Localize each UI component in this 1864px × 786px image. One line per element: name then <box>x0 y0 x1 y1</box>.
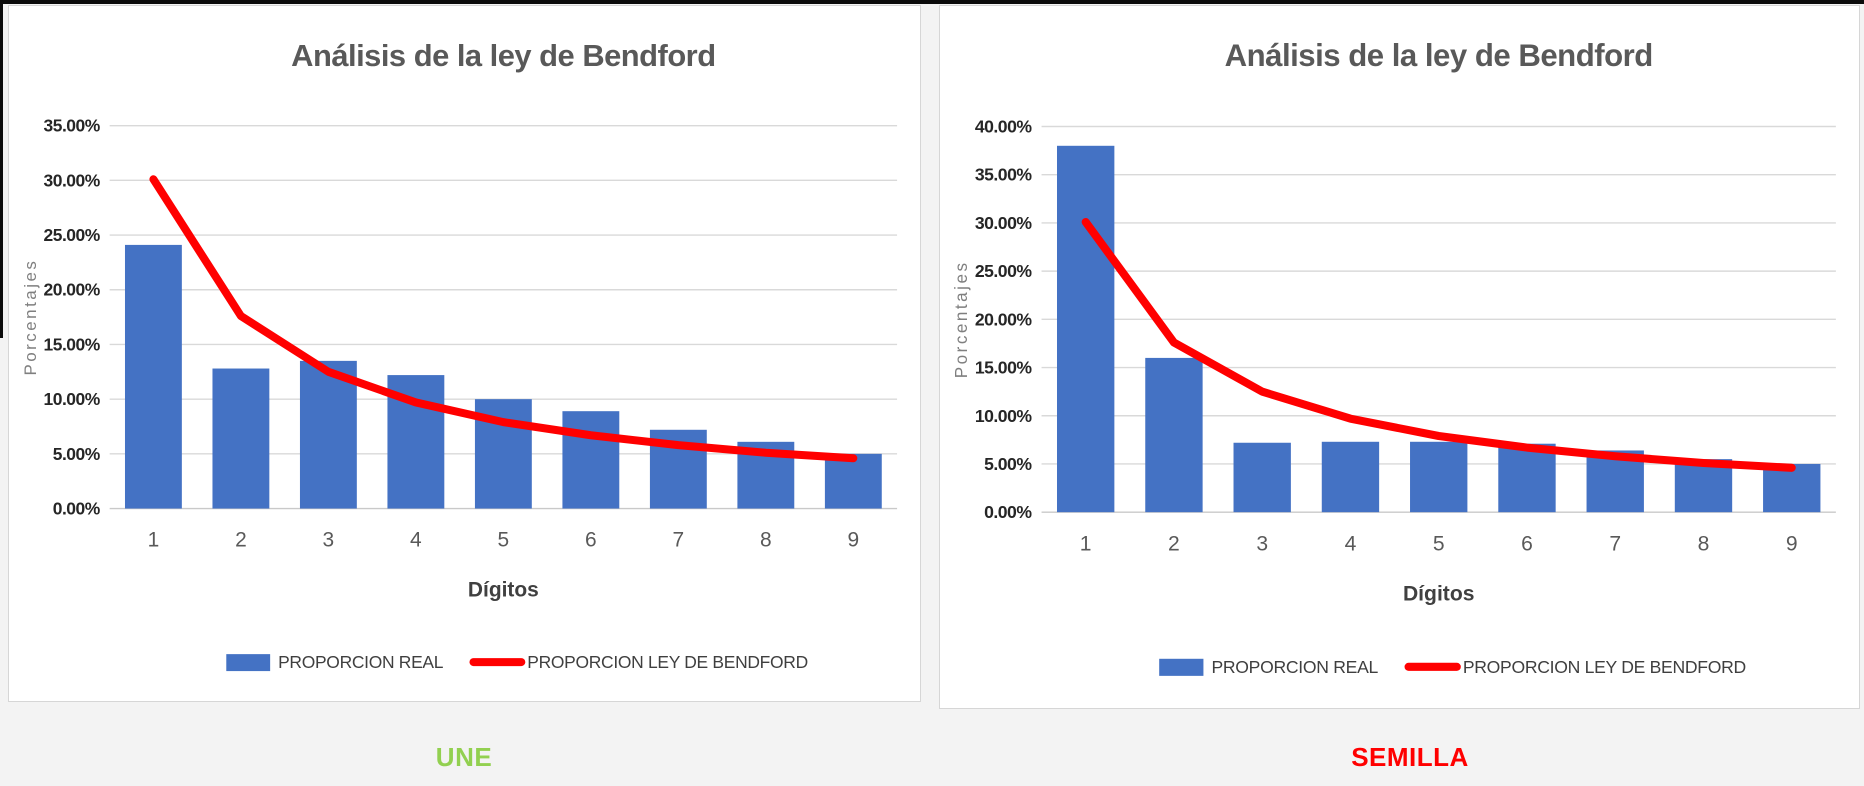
x-tick-label: 4 <box>1345 532 1357 555</box>
y-tick-label: 40.00% <box>975 117 1033 137</box>
x-tick-label: 2 <box>1168 532 1180 555</box>
caption-semilla: SEMILLA <box>1351 742 1469 772</box>
bar-digit-6 <box>562 411 620 509</box>
x-tick-label: 3 <box>1256 532 1268 555</box>
benford-line <box>149 175 858 463</box>
y-tick-label: 25.00% <box>44 225 101 245</box>
x-tick-label: 8 <box>760 528 772 551</box>
x-tick-label: 2 <box>235 528 247 551</box>
legend-swatch-real <box>1159 658 1204 676</box>
y-tick-label: 10.00% <box>975 406 1033 426</box>
y-tick-label: 5.00% <box>53 444 101 464</box>
benford-chart-semilla: Análisis de la ley de Bendford 0.00% 5.00%… <box>952 38 1836 677</box>
x-tick-label: 5 <box>498 528 510 551</box>
x-tick-label: 4 <box>410 528 422 551</box>
x-tick-label: 1 <box>148 528 160 551</box>
bar-digit-9 <box>824 453 882 509</box>
y-tick-label: 15.00% <box>975 358 1033 378</box>
y-tick-label: 30.00% <box>975 213 1033 233</box>
y-axis-title: Porcentajes <box>952 260 971 378</box>
x-tick-label: 5 <box>1433 532 1445 555</box>
y-axis-title: Porcentajes <box>21 259 40 376</box>
benford-chart-une: Análisis de la ley de Bendford 0.00% 5.00%… <box>21 38 898 672</box>
chart-title: Análisis de la ley de Bendford <box>291 38 715 73</box>
y-tick-label: 25.00% <box>975 261 1033 281</box>
x-tick-label: 7 <box>1609 532 1621 555</box>
bar-digit-6 <box>1498 443 1556 513</box>
y-tick-label: 0.00% <box>53 499 101 519</box>
bar-digit-3 <box>299 360 357 509</box>
y-tick-label: 20.00% <box>975 309 1033 329</box>
chart-panel-une: Análisis de la ley de Bendford 0.00% 5.00%… <box>8 5 921 702</box>
x-tick-label: 1 <box>1080 532 1092 555</box>
caption-une: UNE <box>435 742 493 772</box>
legend-label-real: PROPORCION REAL <box>278 652 444 672</box>
x-tick-label: 9 <box>1786 532 1798 555</box>
bar-digit-1 <box>1056 145 1115 513</box>
bar-digit-3 <box>1233 442 1291 513</box>
legend-label-benford: PROPORCION LEY DE BENDFORD <box>527 652 808 672</box>
window-top-edge <box>0 0 1864 4</box>
bar-digit-5 <box>1410 441 1468 513</box>
x-tick-label: 6 <box>585 528 597 551</box>
bar-digit-4 <box>1321 441 1380 513</box>
x-axis-title: Dígitos <box>1403 583 1475 606</box>
y-tick-label: 10.00% <box>44 389 101 409</box>
chart-title: Análisis de la ley de Bendford <box>1225 38 1653 73</box>
y-tick-label: 20.00% <box>44 280 101 300</box>
x-tick-label: 6 <box>1521 532 1533 555</box>
y-tick-label: 0.00% <box>984 502 1032 522</box>
x-tick-label: 3 <box>323 528 335 551</box>
bar-digit-1 <box>124 244 182 509</box>
legend-swatch-real <box>226 654 271 672</box>
x-axis-title: Dígitos <box>468 578 539 601</box>
bar-digit-2 <box>1145 357 1203 513</box>
chart-panel-semilla: Análisis de la ley de Bendford 0.00% 5.00%… <box>939 5 1860 709</box>
bar-digit-2 <box>212 368 270 509</box>
y-tick-label: 35.00% <box>44 116 101 136</box>
y-tick-label: 15.00% <box>44 334 101 354</box>
bar-digit-9 <box>1763 463 1821 513</box>
y-tick-label: 5.00% <box>984 454 1032 474</box>
benford-line <box>1081 217 1796 472</box>
x-tick-label: 9 <box>848 528 860 551</box>
y-tick-label: 30.00% <box>44 170 101 190</box>
x-tick-label: 8 <box>1698 532 1710 555</box>
x-tick-label: 7 <box>673 528 685 551</box>
legend-label-real: PROPORCION REAL <box>1211 657 1378 677</box>
legend-label-benford: PROPORCION LEY DE BENDFORD <box>1463 657 1746 677</box>
y-tick-label: 35.00% <box>975 165 1033 185</box>
window-left-edge <box>0 0 3 338</box>
